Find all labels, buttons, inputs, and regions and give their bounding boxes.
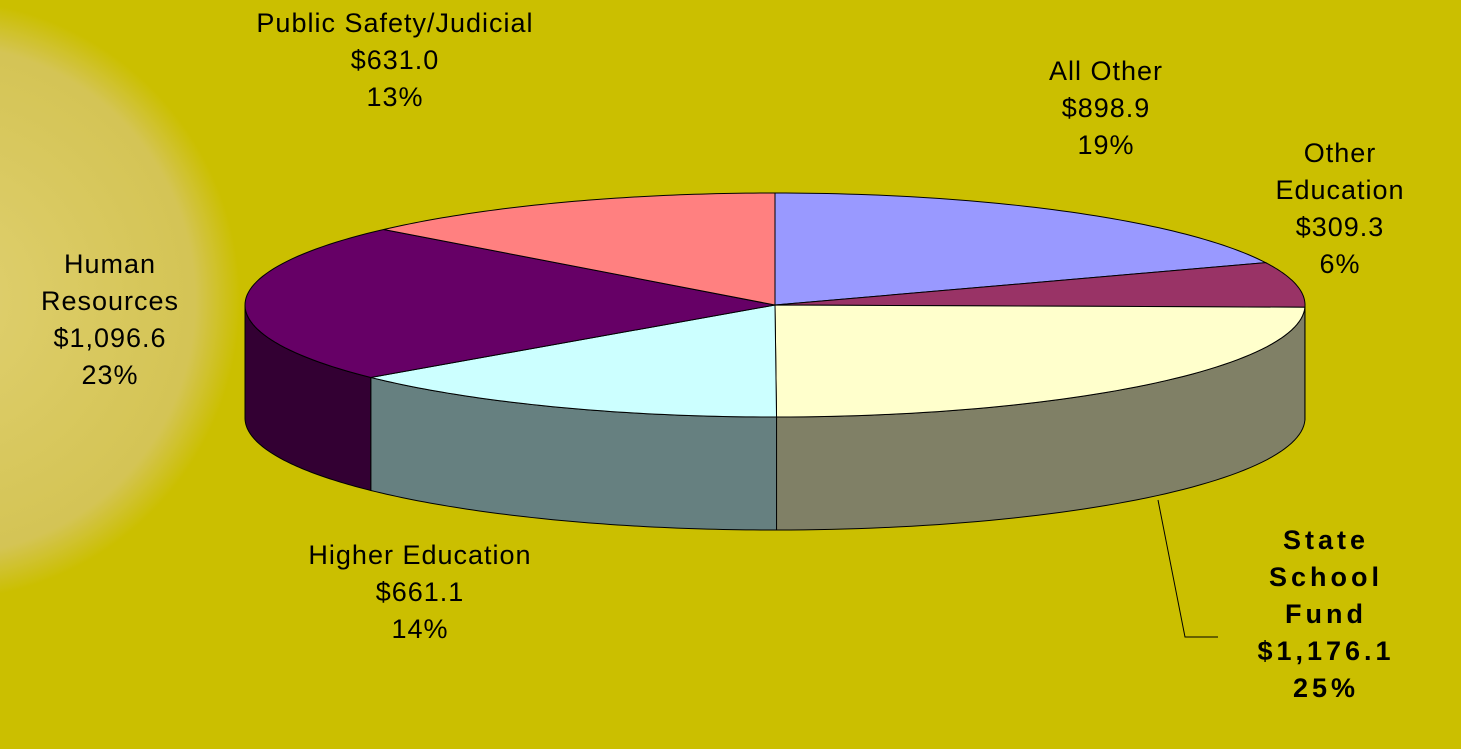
slice-label: Higher Education $661.1 14% [300, 537, 540, 648]
category-name: Human Resources [40, 249, 180, 316]
slice-label: Other Education $309.3 6% [1240, 135, 1440, 283]
value-label: $1,096.6 [53, 323, 167, 353]
value-label: $631.0 [350, 45, 440, 75]
value-label: $309.3 [1295, 212, 1385, 242]
percent-label: 25% [1292, 673, 1360, 703]
pie-slice [774, 192, 1268, 306]
pie-slice [383, 192, 776, 306]
category-name: State School Fund [1268, 525, 1383, 629]
value-label: $661.1 [375, 577, 465, 607]
percent-label: 23% [81, 360, 139, 390]
pie-slice [370, 304, 778, 418]
value-label: $898.9 [1061, 93, 1151, 123]
percent-label: 6% [1319, 249, 1361, 279]
pie-slice [244, 228, 776, 378]
category-name: All Other [1048, 56, 1164, 86]
category-name: Public Safety/Judicial [256, 8, 534, 38]
slice-label: All Other $898.9 19% [986, 53, 1226, 164]
pie-slice [774, 262, 1306, 308]
slice-label: Human Resources $1,096.6 23% [0, 246, 220, 394]
slice-label: Public Safety/Judicial $631.0 13% [245, 5, 545, 116]
percent-label: 14% [391, 614, 449, 644]
value-label: $1,176.1 [1257, 636, 1395, 666]
slice-label: State School Fund $1,176.1 25% [1241, 522, 1411, 707]
percent-label: 13% [366, 82, 424, 112]
percent-label: 19% [1077, 130, 1135, 160]
leader-line [1157, 499, 1218, 638]
decoration [0, 6, 240, 594]
category-name: Other Education [1275, 138, 1405, 205]
pie-slice [774, 304, 1306, 418]
category-name: Higher Education [308, 540, 532, 570]
